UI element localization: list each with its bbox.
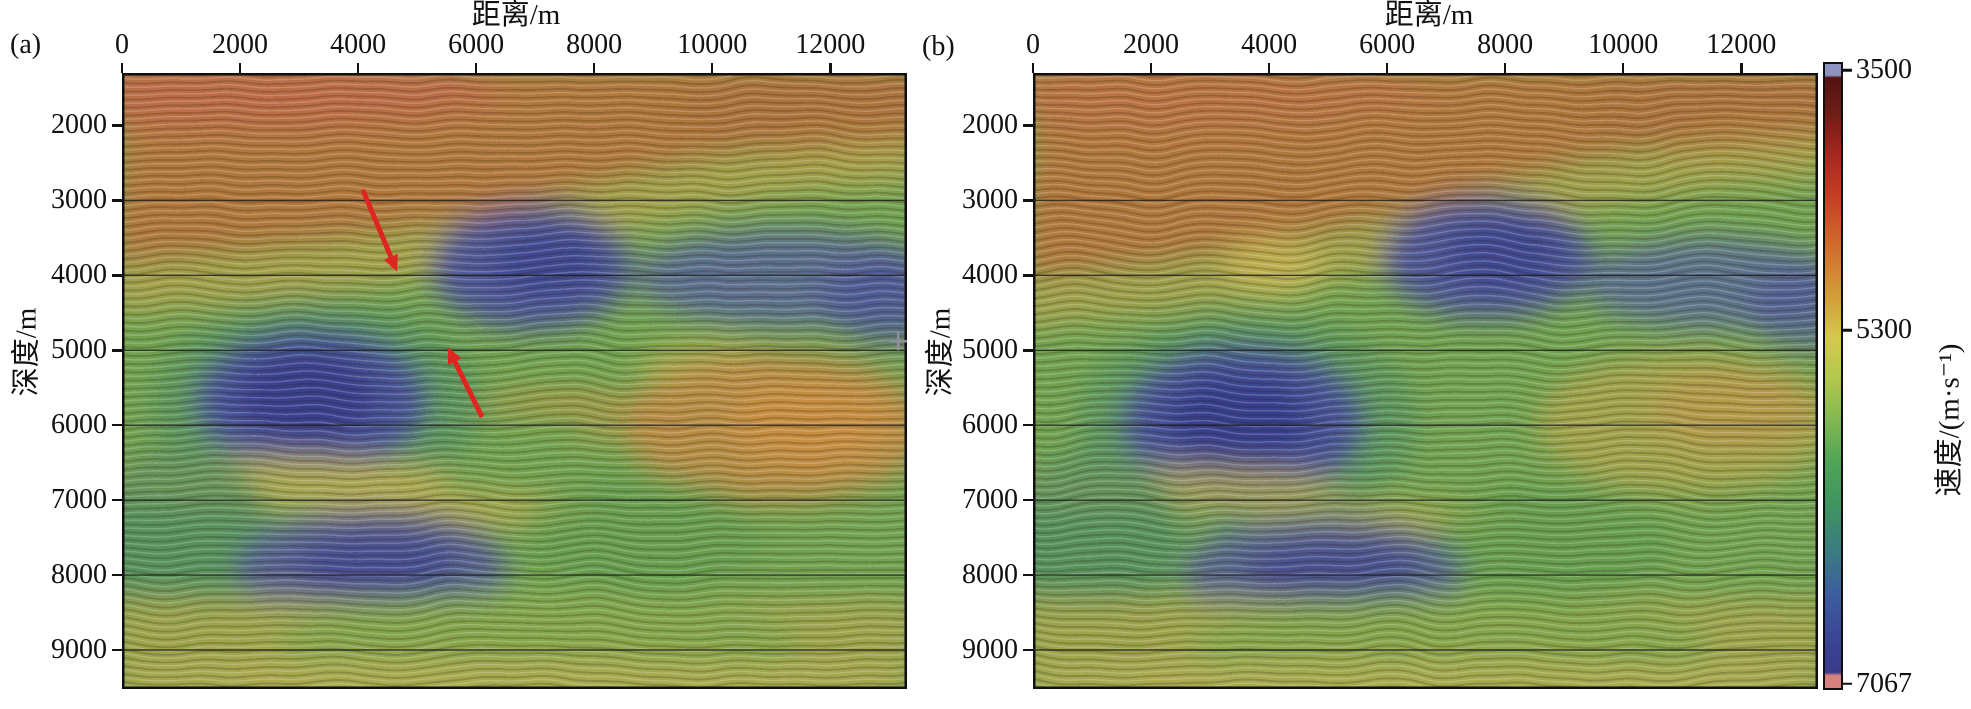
y-tick-label: 8000 [962, 559, 1018, 591]
y-tick-label: 3000 [962, 184, 1018, 216]
x-tick-label: 12000 [1706, 29, 1777, 60]
y-tick [112, 573, 122, 577]
colorbar-tick-label: 7067 [1856, 667, 1912, 699]
y-tick-label: 6000 [51, 409, 107, 441]
x-tick-label: 10000 [677, 29, 748, 60]
colorbar-tick-label: 3500 [1856, 54, 1912, 86]
colorbar-title: 速度/(m·s⁻¹) [1933, 343, 1966, 497]
panel-b-label: (b) [922, 31, 955, 62]
x-tick [592, 63, 596, 73]
y-tick-label: 2000 [51, 109, 107, 141]
x-tick [120, 63, 124, 73]
y-tick [1023, 648, 1033, 652]
y-tick-label: 8000 [51, 559, 107, 591]
x-tick [1503, 63, 1507, 73]
x-tick [1621, 63, 1625, 73]
x-axis-title-b: 距离/m [1384, 0, 1474, 31]
x-tick [829, 63, 832, 73]
panel-b-plot: 0 2000 4000 6000 8000 10000 12000 2000 3000 4000 5… [962, 31, 1818, 689]
y-tick [1023, 573, 1033, 577]
x-tick [238, 63, 242, 73]
x-tick [710, 63, 714, 73]
x-tick-label: 12000 [795, 29, 866, 60]
y-tick-label: 5000 [962, 334, 1018, 366]
x-tick-label: 6000 [1359, 29, 1416, 60]
colorbar-tick [1843, 68, 1852, 72]
y-tick [112, 199, 122, 202]
colorbar: 3500 5300 7067 [1823, 56, 1912, 697]
x-tick-label: 0 [1026, 29, 1040, 60]
y-tick-label: 9000 [51, 634, 107, 666]
x-tick [1385, 63, 1389, 73]
x-tick [356, 63, 360, 73]
y-tick-label: 6000 [962, 409, 1018, 441]
x-tick-label: 4000 [1241, 29, 1298, 60]
y-tick [112, 274, 122, 277]
y-tick-label: 4000 [962, 259, 1018, 291]
y-tick [112, 648, 122, 652]
x-tick-label: 2000 [1123, 29, 1180, 60]
colorbar-tick [1843, 328, 1852, 332]
x-tick-label: 6000 [448, 29, 505, 60]
seismic-texture [1033, 73, 1818, 689]
x-tick-label: 2000 [212, 29, 269, 60]
y-tick-label: 4000 [51, 259, 107, 291]
y-tick [1023, 274, 1033, 277]
y-axis-title-b: 深度/m [924, 307, 957, 397]
y-tick [1023, 124, 1033, 127]
seismic-image-a [122, 73, 907, 689]
y-tick [1023, 199, 1033, 202]
x-tick-label: 10000 [1588, 29, 1659, 60]
panel-a-plot: 0 2000 4000 6000 8000 10000 12000 2000 3000 4000 5… [51, 31, 908, 689]
x-axis-title-a: 距离/m [471, 0, 561, 31]
y-tick [1023, 498, 1033, 502]
y-tick-label: 9000 [962, 634, 1018, 666]
y-tick [112, 349, 122, 352]
y-tick-label: 7000 [51, 484, 107, 516]
x-tick-label: 0 [115, 29, 129, 60]
x-tick-label: 4000 [330, 29, 387, 60]
y-tick [112, 498, 122, 502]
colorbar-gradient [1823, 62, 1843, 690]
x-tick [1149, 63, 1153, 73]
y-tick [112, 423, 122, 427]
colorbar-tick-label: 5300 [1856, 314, 1912, 346]
y-tick-label: 3000 [51, 184, 107, 216]
x-tick-label: 8000 [1477, 29, 1534, 60]
y-tick [112, 124, 122, 127]
x-tick [1740, 63, 1743, 73]
x-tick-label: 8000 [566, 29, 623, 60]
panel-a-label: (a) [10, 29, 42, 60]
x-tick [1267, 63, 1271, 73]
seismic-image-b [1033, 73, 1818, 689]
x-tick [1031, 63, 1035, 73]
y-tick-label: 7000 [962, 484, 1018, 516]
y-tick-label: 5000 [51, 334, 107, 366]
y-tick [1023, 423, 1033, 427]
seismic-texture [122, 73, 907, 689]
y-axis-title-a: 深度/m [10, 307, 43, 397]
colorbar-tick [1843, 682, 1852, 685]
y-tick [1023, 349, 1033, 352]
y-tick-label: 2000 [962, 109, 1018, 141]
x-tick [474, 63, 478, 73]
